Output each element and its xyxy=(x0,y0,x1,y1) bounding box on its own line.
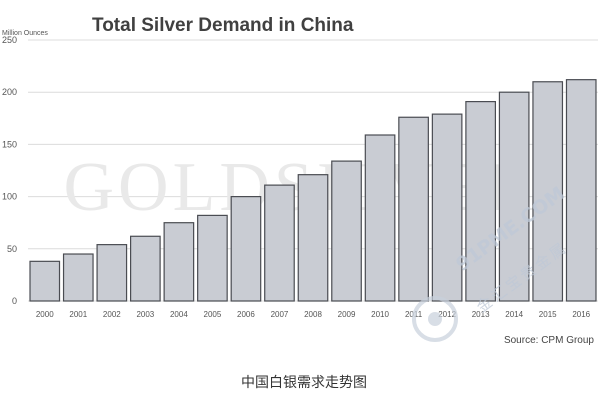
x-tick-label-2010: 2010 xyxy=(371,310,389,319)
y-tick-label: 100 xyxy=(2,192,17,202)
x-tick-label-2016: 2016 xyxy=(572,310,590,319)
y-tick-label: 200 xyxy=(2,87,17,97)
y-tick-label: 50 xyxy=(7,244,17,254)
chart-title: Total Silver Demand in China xyxy=(92,15,354,36)
bar-2009 xyxy=(331,160,362,302)
bar-2015 xyxy=(532,81,564,302)
bar-2013 xyxy=(465,100,496,302)
y-axis-label: Million Ounces xyxy=(2,30,48,37)
bar-2012 xyxy=(431,113,463,302)
x-tick-label-2013: 2013 xyxy=(472,310,490,319)
bar-2007 xyxy=(264,184,295,302)
figure-caption: 中国白银需求走势图 xyxy=(241,375,367,391)
bar-2014 xyxy=(498,91,530,302)
x-tick-label-2001: 2001 xyxy=(69,310,87,319)
bars xyxy=(29,79,597,302)
x-tick-label-2015: 2015 xyxy=(539,310,557,319)
x-tick-label-2014: 2014 xyxy=(505,310,523,319)
x-tick-label-2002: 2002 xyxy=(103,310,121,319)
bar-2010 xyxy=(364,134,396,302)
bar-2006 xyxy=(230,196,262,302)
bar-2003 xyxy=(130,235,161,302)
bar-2001 xyxy=(62,253,94,302)
bar-2000 xyxy=(29,260,61,302)
x-tick-labels: 2000 2001 2002 2003 2004 2005 2006 2007 2008 2009… xyxy=(36,310,591,319)
bar-2005 xyxy=(197,214,228,302)
y-tick-label: 150 xyxy=(2,139,17,149)
x-tick-label-2006: 2006 xyxy=(237,310,255,319)
x-tick-label-2004: 2004 xyxy=(170,310,188,319)
x-tick-label-2009: 2009 xyxy=(338,310,356,319)
source-note: Source: CPM Group xyxy=(504,335,594,346)
x-tick-label-2008: 2008 xyxy=(304,310,322,319)
bar-2016 xyxy=(565,79,597,302)
bar-2002 xyxy=(96,244,128,302)
x-tick-label-2007: 2007 xyxy=(271,310,289,319)
y-tick-label: 250 xyxy=(2,35,17,45)
bar-2011 xyxy=(398,116,429,302)
x-tick-label-2000: 2000 xyxy=(36,310,54,319)
bar-2004 xyxy=(163,222,195,302)
y-tick-labels: 0 50 100 150 200 250 xyxy=(2,35,17,306)
bar-2008 xyxy=(297,174,329,302)
y-tick-label: 0 xyxy=(12,296,17,306)
x-tick-label-2003: 2003 xyxy=(136,310,154,319)
site-logo-icon xyxy=(412,296,458,342)
x-tick-label-2005: 2005 xyxy=(204,310,222,319)
